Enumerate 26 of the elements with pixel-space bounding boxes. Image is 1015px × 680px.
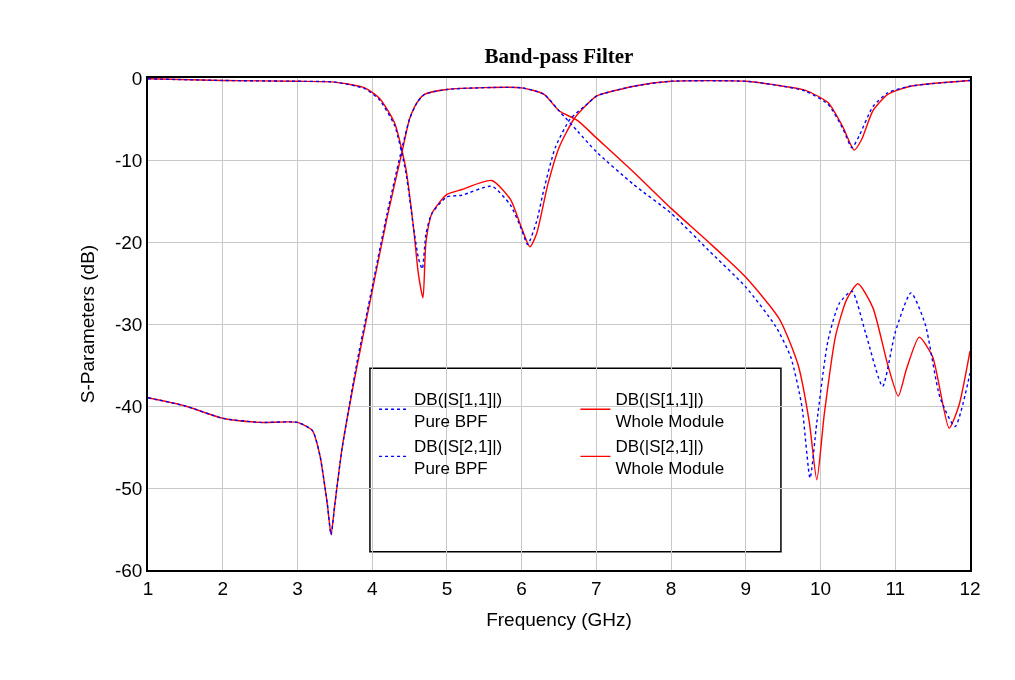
x-tick-label: 4 <box>366 577 378 599</box>
y-tick-label: -30 <box>114 313 143 335</box>
chart-title: Band-pass Filter <box>484 43 634 68</box>
x-tick-label: 2 <box>217 577 229 599</box>
x-tick-label: 10 <box>809 577 832 599</box>
y-tick-label: -10 <box>114 149 143 171</box>
y-axis-title: S-Parameters (dB) <box>77 244 99 404</box>
x-tick-label: 5 <box>441 577 453 599</box>
y-tick-label: 0 <box>131 67 143 89</box>
legend-label: DB(|S[1,1]|) Pure BPF <box>414 389 503 431</box>
x-axis-title: Frequency (GHz) <box>486 608 632 630</box>
y-tick-label: -60 <box>114 559 143 581</box>
x-tick-label: 6 <box>516 577 527 599</box>
legend-label: DB(|S[2,1]|) Whole Module <box>615 436 725 479</box>
legend-label: DB(|S[2,1]|) Pure BPF <box>414 436 503 479</box>
y-tick-label: -40 <box>114 395 143 417</box>
x-tick-label: 12 <box>959 577 981 599</box>
x-tick-label: 7 <box>591 577 602 599</box>
x-tick-label: 3 <box>292 577 303 599</box>
y-tick-label: -50 <box>114 477 143 499</box>
x-tick-label: 8 <box>665 577 677 599</box>
x-tick-label: 1 <box>142 577 154 599</box>
x-tick-label: 9 <box>740 577 752 599</box>
legend-label: DB(|S[1,1]|) Whole Module <box>615 389 725 431</box>
y-tick-label: -20 <box>114 231 143 253</box>
x-tick-label: 11 <box>885 577 906 599</box>
